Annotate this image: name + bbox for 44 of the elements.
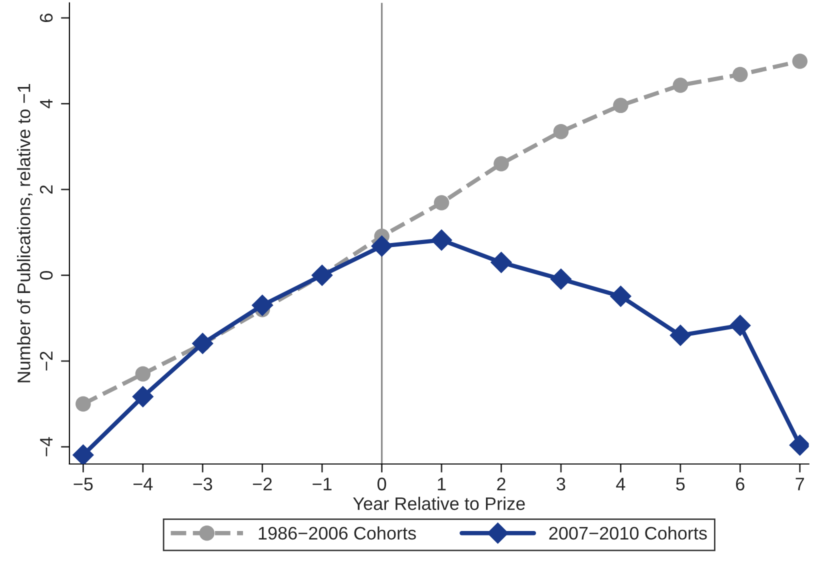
x-tick-label: −4 [134,478,153,490]
point [434,195,450,210]
x-tick-label: −3 [193,478,212,490]
x-tick-label: −5 [74,478,93,490]
y-tick-label: −2 [40,352,53,370]
point [670,324,692,346]
point [550,268,572,290]
point [732,66,748,82]
point [135,366,151,382]
x-tick-label: 6 [736,478,744,490]
point [132,386,154,408]
y-tick-label: 2 [40,185,53,194]
y-tick-label: 0 [40,270,53,280]
legend-label: 1986−2006 Cohorts [258,526,416,540]
point [490,252,512,274]
point [252,294,274,316]
point [192,332,214,354]
legend-label: 2007−2010 Cohorts [549,526,707,540]
y-tick-label: 6 [40,14,53,22]
x-tick-label: 4 [616,478,626,490]
point [792,54,808,69]
point [371,235,393,257]
point [72,444,94,464]
x-tick-label: 1 [438,478,446,490]
point [311,264,333,286]
point [553,124,569,140]
point [430,229,452,251]
x-tick-label: −2 [252,478,272,490]
y-tick-label: −4 [40,437,53,456]
point [610,285,632,308]
y-tick-label: 4 [40,99,53,108]
point [613,98,628,114]
point [76,396,91,412]
point [494,156,509,172]
x-tick-label: 5 [676,478,685,490]
x-tick-label: 2 [497,478,506,490]
x-tick-label: 0 [377,478,386,490]
y-axis-title: Number of Publications, relative to −1 [17,84,32,382]
point [729,314,751,336]
x-tick-label: −1 [312,478,332,490]
point [672,78,688,93]
x-tick-label: 3 [556,478,566,490]
x-tick-label: 7 [796,478,804,490]
x-axis-title: Year Relative to Prize [353,496,525,510]
